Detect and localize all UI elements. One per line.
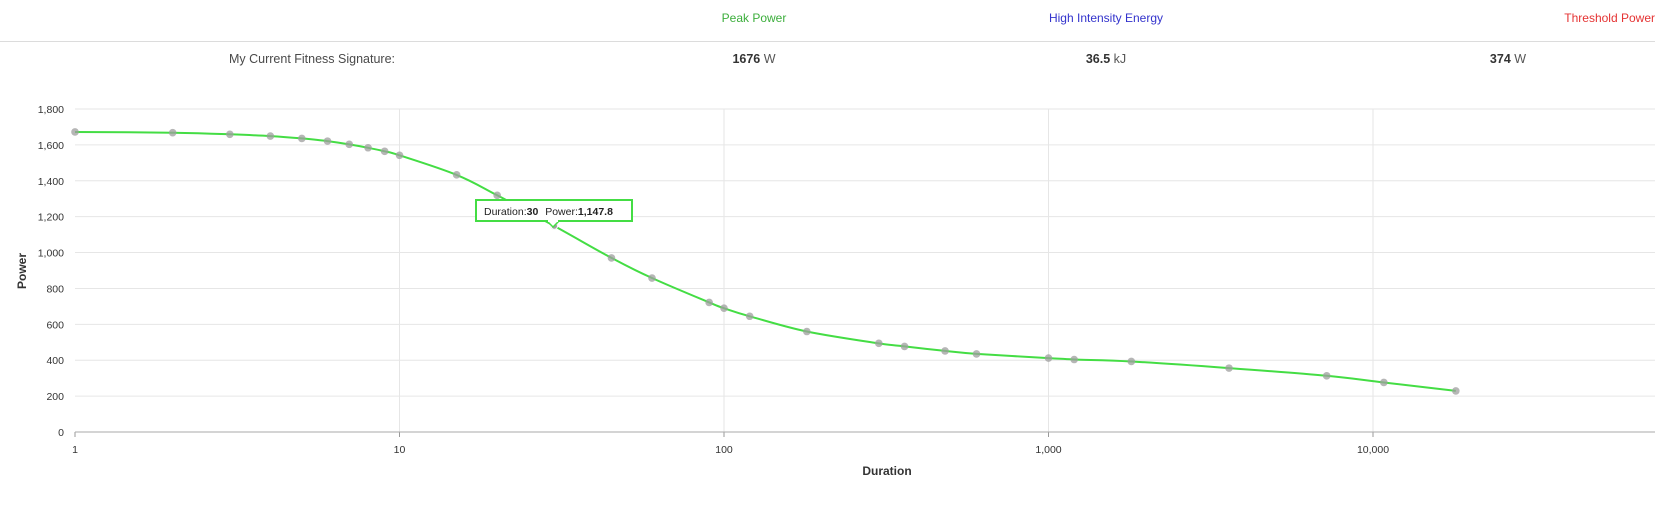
y-tick-label: 1,600 <box>38 140 64 152</box>
y-tick-label: 1,000 <box>38 248 64 260</box>
data-point[interactable] <box>168 128 177 137</box>
data-point[interactable] <box>1322 372 1331 380</box>
x-tick-label: 10,000 <box>1357 444 1389 456</box>
data-point[interactable] <box>493 191 501 200</box>
data-point[interactable] <box>1044 354 1053 362</box>
data-point[interactable] <box>364 143 372 152</box>
threshold-power-unit: W <box>1514 52 1527 66</box>
chart-grid <box>75 108 1655 432</box>
data-point[interactable] <box>1452 387 1460 395</box>
power-curve-line <box>74 131 1456 392</box>
y-tick-label: 1,800 <box>38 104 64 116</box>
y-tick-label: 400 <box>46 355 64 367</box>
hie-unit: kJ <box>1113 52 1127 66</box>
peak-power-metric: 1676 W <box>732 52 775 66</box>
y-tick-label: 0 <box>58 427 64 439</box>
x-tick-label: 1 <box>72 444 78 456</box>
y-tick-label: 1,200 <box>38 212 64 224</box>
data-point[interactable] <box>705 298 713 307</box>
data-point[interactable] <box>323 137 332 145</box>
hie-value: 36.5 <box>1085 52 1111 66</box>
data-point[interactable] <box>720 304 728 312</box>
threshold-power-value: 374 <box>1489 52 1511 66</box>
x-tick-label: 10 <box>394 444 406 456</box>
peak-power-header: Peak Power <box>721 11 787 25</box>
y-tick-label: 200 <box>46 391 64 403</box>
data-point[interactable] <box>1127 357 1136 366</box>
threshold-power-metric: 374 W <box>1490 52 1526 66</box>
data-point[interactable] <box>607 254 616 262</box>
hie-metric: 36.5 kJ <box>1086 52 1126 66</box>
data-point[interactable] <box>71 128 79 136</box>
chart-axes: 0 200 400 600 800 1,000 1,200 1,400 1,600 1,800 1 1… <box>38 104 1655 456</box>
data-point[interactable] <box>380 147 389 156</box>
header-divider <box>0 41 1655 42</box>
data-point[interactable] <box>395 151 404 160</box>
data-point[interactable] <box>941 347 949 355</box>
x-tick-label: 1,000 <box>1035 444 1061 456</box>
data-point[interactable] <box>900 342 909 351</box>
data-point[interactable] <box>1070 355 1078 364</box>
chart-tooltip: Duration:30 Power:1,147.8 <box>475 199 633 229</box>
x-tick-label: 100 <box>715 444 733 456</box>
data-point[interactable] <box>875 339 883 348</box>
threshold-power-header: Threshold Power <box>1564 11 1655 25</box>
y-tick-label: 1,400 <box>38 176 64 188</box>
data-point[interactable] <box>452 171 461 179</box>
tooltip-text: Duration:30 Power:1,147.8 <box>484 206 613 218</box>
data-point[interactable] <box>648 274 656 282</box>
y-axis-label: Power <box>15 253 29 289</box>
data-point[interactable] <box>298 134 306 143</box>
y-tick-label: 600 <box>46 319 64 331</box>
high-intensity-energy-header: High Intensity Energy <box>1048 11 1164 25</box>
data-point[interactable] <box>345 140 354 149</box>
tooltip-power-value: 1,147.8 <box>578 206 613 218</box>
tooltip-duration-label: Duration: <box>484 206 527 218</box>
data-point[interactable] <box>226 130 234 139</box>
chart-series[interactable] <box>71 128 1460 395</box>
fitness-signature-label: My Current Fitness Signature: <box>228 52 396 66</box>
data-point[interactable] <box>1380 378 1388 387</box>
data-point[interactable] <box>1225 364 1233 372</box>
peak-power-unit: W <box>763 52 776 66</box>
tooltip-power-label: Power: <box>545 206 578 218</box>
data-point[interactable] <box>745 312 754 321</box>
peak-power-value: 1676 <box>732 52 761 66</box>
data-point[interactable] <box>266 132 275 140</box>
data-point[interactable] <box>803 327 811 336</box>
data-point[interactable] <box>972 350 981 358</box>
tooltip-duration-value: 30 <box>527 206 539 218</box>
y-tick-label: 800 <box>46 283 64 295</box>
x-axis-label: Duration <box>862 464 911 478</box>
